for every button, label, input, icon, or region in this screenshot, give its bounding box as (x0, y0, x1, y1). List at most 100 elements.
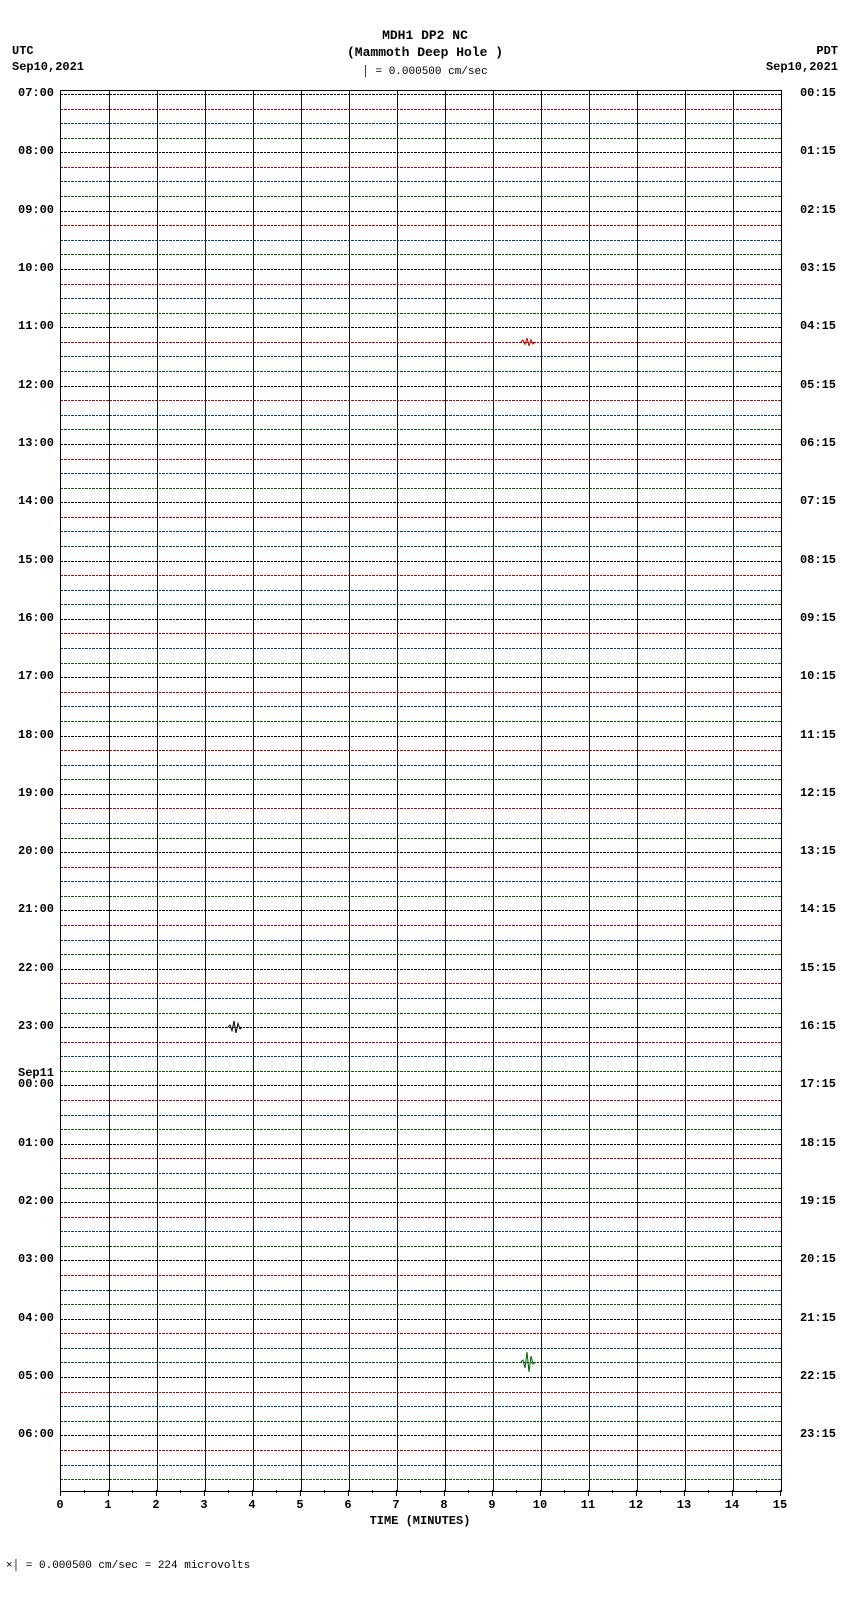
tz-left-date: Sep10,2021 (12, 60, 84, 76)
trace-row (61, 1056, 781, 1057)
x-tick (492, 1490, 493, 1496)
x-tick (444, 1490, 445, 1496)
utc-time-label: 19:00 (18, 786, 54, 800)
x-tick-minor (132, 1490, 133, 1493)
trace-row (61, 371, 781, 372)
utc-time-label: 22:00 (18, 961, 54, 975)
x-tick-minor (516, 1490, 517, 1493)
x-tick (252, 1490, 253, 1496)
x-tick-minor (372, 1490, 373, 1493)
pdt-time-label: 21:15 (800, 1311, 836, 1325)
vgrid-line (493, 91, 494, 1491)
trace-row (61, 386, 781, 387)
tz-right: PDT Sep10,2021 (766, 44, 838, 75)
pdt-time-label: 07:15 (800, 494, 836, 508)
trace-row (61, 1085, 781, 1086)
scale-indicator: │ = 0.000500 cm/sec (0, 66, 850, 78)
chart-header: MDH1 DP2 NC (Mammoth Deep Hole ) (0, 28, 850, 62)
x-tick (396, 1490, 397, 1496)
station-location: (Mammoth Deep Hole ) (0, 45, 850, 62)
trace-row (61, 1348, 781, 1349)
x-tick (636, 1490, 637, 1496)
x-tick (300, 1490, 301, 1496)
trace-row (61, 1246, 781, 1247)
x-tick-label: 6 (344, 1498, 351, 1512)
trace-row (61, 940, 781, 941)
x-tick-label: 9 (488, 1498, 495, 1512)
utc-time-label: 05:00 (18, 1369, 54, 1383)
trace-row (61, 1071, 781, 1072)
vgrid-line (157, 91, 158, 1491)
pdt-time-label: 00:15 (800, 86, 836, 100)
utc-time-label: 23:00 (18, 1019, 54, 1033)
pdt-time-label: 19:15 (800, 1194, 836, 1208)
x-tick (684, 1490, 685, 1496)
trace-row (61, 969, 781, 970)
trace-row (61, 954, 781, 955)
utc-time-label: 09:00 (18, 203, 54, 217)
trace-row (61, 269, 781, 270)
utc-time-label: 15:00 (18, 553, 54, 567)
trace-row (61, 590, 781, 591)
pdt-time-label: 12:15 (800, 786, 836, 800)
vgrid-line (397, 91, 398, 1491)
trace-row (61, 1042, 781, 1043)
pdt-time-label: 20:15 (800, 1252, 836, 1266)
utc-time-label: 07:00 (18, 86, 54, 100)
trace-row (61, 444, 781, 445)
trace-row (61, 356, 781, 357)
pdt-time-label: 22:15 (800, 1369, 836, 1383)
trace-row (61, 1435, 781, 1436)
vgrid-line (685, 91, 686, 1491)
trace-row (61, 881, 781, 882)
x-tick-label: 13 (677, 1498, 691, 1512)
utc-time-label: 13:00 (18, 436, 54, 450)
trace-row (61, 1144, 781, 1145)
trace-row (61, 284, 781, 285)
x-tick (60, 1490, 61, 1496)
trace-row (61, 1231, 781, 1232)
trace-row (61, 663, 781, 664)
trace-row (61, 1188, 781, 1189)
pdt-time-label: 23:15 (800, 1427, 836, 1441)
seismogram-container: MDH1 DP2 NC (Mammoth Deep Hole ) │ = 0.0… (0, 0, 850, 1613)
utc-time-label: 08:00 (18, 144, 54, 158)
trace-row (61, 473, 781, 474)
vgrid-line (637, 91, 638, 1491)
pdt-time-label: 10:15 (800, 669, 836, 683)
x-tick-label: 1 (104, 1498, 111, 1512)
trace-row (61, 983, 781, 984)
trace-row (61, 721, 781, 722)
trace-row (61, 181, 781, 182)
trace-row (61, 1217, 781, 1218)
trace-row (61, 342, 781, 343)
footer-prefix: ×│ = 0.000500 cm/sec = (6, 1560, 158, 1572)
trace-row (61, 94, 781, 95)
vgrid-line (733, 91, 734, 1491)
trace-row (61, 313, 781, 314)
tz-left: UTC Sep10,2021 (12, 44, 84, 75)
trace-row (61, 1421, 781, 1422)
trace-row (61, 1129, 781, 1130)
trace-row (61, 794, 781, 795)
x-tick (108, 1490, 109, 1496)
vgrid-line (445, 91, 446, 1491)
trace-row (61, 327, 781, 328)
scale-text: = 0.000500 cm/sec (369, 66, 488, 78)
trace-row (61, 1173, 781, 1174)
trace-row (61, 677, 781, 678)
trace-row (61, 1392, 781, 1393)
utc-time-label: 06:00 (18, 1427, 54, 1441)
x-tick-minor (564, 1490, 565, 1493)
x-tick-minor (612, 1490, 613, 1493)
pdt-time-label: 09:15 (800, 611, 836, 625)
trace-row (61, 823, 781, 824)
pdt-time-label: 13:15 (800, 844, 836, 858)
x-tick-label: 12 (629, 1498, 643, 1512)
vgrid-line (301, 91, 302, 1491)
utc-time-label: 12:00 (18, 378, 54, 392)
utc-time-label: 18:00 (18, 728, 54, 742)
trace-row (61, 1333, 781, 1334)
x-tick (780, 1490, 781, 1496)
trace-row (61, 765, 781, 766)
